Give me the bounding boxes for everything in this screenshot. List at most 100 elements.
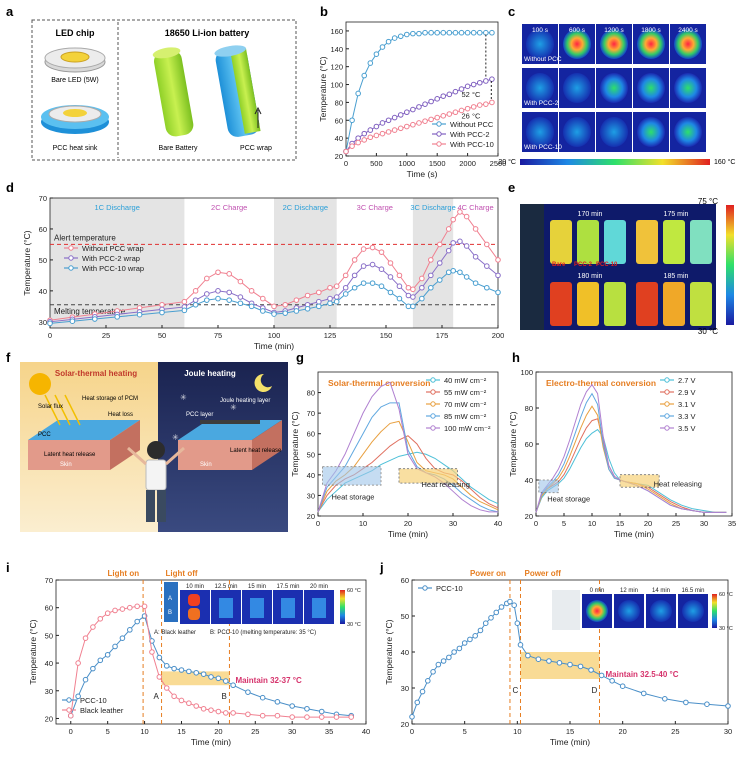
x-tick-label: 20 [618,727,626,736]
y-axis-label: Temperature (°C) [22,230,32,295]
battery-thermal [690,220,712,264]
data-point [259,694,266,701]
data-point [419,284,425,291]
chart-b: 0 500 1000 1500 2000 2500 20 40 60 80 100 120 140 160… [318,21,506,179]
data-point [410,106,416,113]
panel-letter-e: e [508,180,515,195]
inset-marker: B [168,610,172,616]
data-point [452,29,459,36]
data-point [436,241,443,248]
data-point [428,29,434,36]
data-point [477,627,484,634]
y-tick-label: 40 [335,134,343,143]
data-point [271,311,277,317]
x-tick-label: 15 [616,519,624,528]
y-tick-label: 50 [39,256,47,265]
data-point [507,598,513,605]
data-point [351,257,358,263]
maintain-label: Maintain 32-37 °C [235,676,302,685]
pcc-heatsink-label: PCC heat sink [53,145,98,152]
data-point [318,714,325,720]
data-point [192,297,199,303]
data-point [385,129,392,135]
data-point [361,72,368,79]
data-point [425,678,431,684]
legend-entry: 3.3 V [678,412,696,421]
data-point [304,306,311,312]
data-point [304,292,311,299]
data-point [237,278,244,285]
data-point [204,275,210,282]
data-point [416,104,422,110]
data-point [237,294,244,300]
legend-swatch [68,255,74,261]
data-point [483,78,489,84]
data-point [598,672,605,679]
data-point [446,91,453,98]
data-point [378,283,385,290]
thermal-colorbar [520,159,710,165]
pcc-label: PCC [38,432,51,438]
data-point [318,708,325,715]
data-point [405,303,412,310]
data-point [450,216,457,223]
battery-legend-label: Bare [552,262,566,268]
plot-frame [345,21,499,157]
colorbar-min: 20 °C [498,158,516,166]
data-point [343,148,349,155]
legend-swatch [436,131,442,137]
data-point [458,29,465,36]
x-axis-label: Time (s) [407,169,438,179]
y-tick-label: 80 [525,404,533,413]
panel-letter-j: j [379,560,384,575]
data-point [397,125,404,132]
data-point [114,314,120,320]
solar-title: Solar-thermal heating [55,369,137,378]
time-label: 1800 s [641,27,661,34]
data-point [82,676,89,683]
data-point [192,301,199,308]
data-point [271,303,277,310]
data-point [483,101,489,107]
marker-label: B [221,692,226,701]
annotation: 52 °C [462,90,481,99]
legend-swatch [68,265,74,271]
data-point [367,60,374,66]
legend-entry: 40 mW cm⁻² [444,376,487,385]
x-tick-label: 25 [671,727,679,736]
latent-heat-label-right: Latent heat release [230,448,282,454]
chart-g: 0 10 20 30 40 20 30 40 50 60 70 80 Time (min) Tempera… [290,371,502,539]
panel-i-thermal-inset: 10 min 12.5 min 15 min 17.5 min 20 min 60 °C 3… [154,582,361,636]
data-point [171,665,177,672]
data-point [472,254,479,260]
data-point [156,674,163,680]
data-point [410,286,416,293]
data-point [434,29,441,36]
x-tick-label: 15 [177,727,185,736]
x-tick-label: 10 [140,727,148,736]
data-point [215,269,221,276]
data-point [373,132,380,139]
y-tick-label: 30 [45,687,53,696]
data-point [92,316,98,322]
data-point [342,291,349,297]
data-point [333,298,340,305]
legend-entry: 2.7 V [678,376,696,385]
colorbar-max: 160 °C [714,158,735,166]
data-point [379,44,386,50]
x-tick-label: 30 [288,727,296,736]
data-point [119,635,126,641]
event-label: Power off [524,569,561,578]
inset-marker: A [168,596,172,602]
time-label: 180 min [578,273,603,280]
data-point [226,271,232,277]
chart-j: Maintain 32.5-40 °C 0 5 10 15 20 25 30 20 30 40 50 6… [384,569,732,747]
legend-entry: Without PCC [450,120,494,129]
data-point [488,615,494,621]
data-point [119,606,126,612]
legend-entry: 3.5 V [678,424,696,433]
y-tick-label: 80 [307,389,315,398]
x-axis-label: Time (min) [550,737,590,747]
data-point [472,280,479,286]
data-point [293,297,300,303]
